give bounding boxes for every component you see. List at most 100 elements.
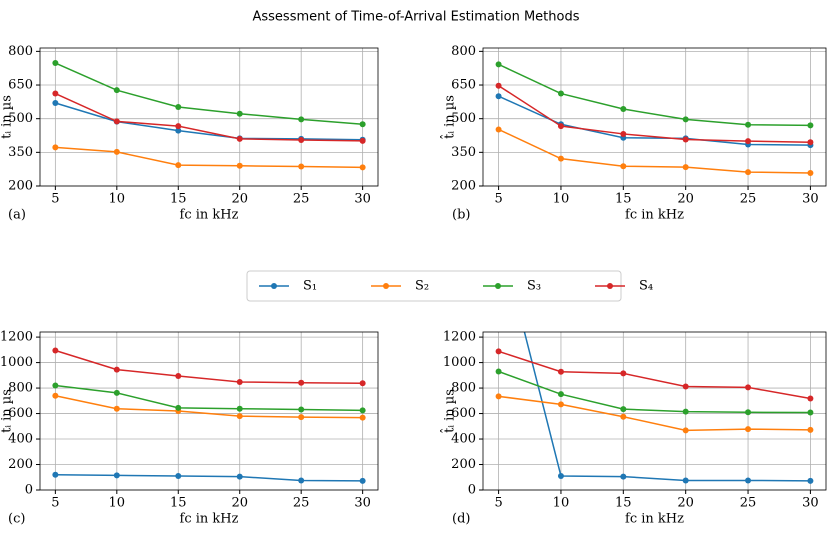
x-tick-label: 10 — [109, 496, 126, 511]
series-line — [523, 332, 811, 482]
data-point — [682, 477, 689, 484]
x-tick-label: 15 — [170, 192, 187, 207]
data-point — [620, 413, 627, 420]
panel-label: (a) — [8, 208, 26, 223]
data-point — [236, 162, 243, 169]
data-point — [557, 391, 564, 398]
data-point — [682, 136, 689, 143]
x-axis-label: fc in kHz — [180, 208, 239, 223]
y-tick-label: 600 — [451, 406, 476, 421]
data-point — [495, 126, 502, 133]
series-line — [55, 102, 363, 141]
y-axis-label: t̂ᵢ in µs — [0, 95, 15, 140]
x-tick-label: 25 — [740, 192, 757, 207]
data-point — [807, 139, 814, 146]
y-tick-label: 1200 — [443, 330, 476, 345]
data-point — [113, 87, 120, 94]
x-axis-label: fc in kHz — [625, 208, 684, 223]
data-point — [113, 118, 120, 125]
data-point — [495, 82, 502, 89]
data-point — [807, 395, 814, 402]
panel-label: (c) — [8, 512, 25, 527]
data-point — [682, 383, 689, 390]
y-tick-label: 0 — [25, 483, 33, 498]
data-point — [495, 348, 502, 355]
data-point — [298, 137, 305, 143]
legend-label: S₃ — [527, 279, 541, 294]
data-point — [298, 406, 305, 413]
x-tick-label: 5 — [51, 192, 59, 207]
figure-title: Assessment of Time-of-Arrival Estimation… — [252, 10, 579, 25]
x-tick-label: 5 — [51, 496, 59, 511]
series-line — [498, 370, 811, 414]
x-axis-label: fc in kHz — [625, 512, 684, 527]
data-point — [682, 427, 689, 434]
data-point — [298, 163, 305, 170]
data-point — [52, 471, 59, 478]
data-point — [557, 368, 564, 375]
data-point — [113, 366, 120, 373]
axes-frame — [39, 331, 379, 491]
plot-area — [495, 61, 814, 176]
data-point — [620, 406, 627, 413]
y-axis-label: t̂ᵢ in µs — [440, 389, 458, 434]
panel-label: (b) — [452, 208, 470, 223]
data-point — [745, 121, 752, 128]
data-point — [495, 61, 502, 68]
series-line — [498, 63, 811, 127]
data-point — [298, 379, 305, 386]
y-tick-label: 800 — [451, 44, 476, 59]
x-axis-label: fc in kHz — [180, 512, 239, 527]
data-point — [52, 382, 59, 389]
y-tick-label: 400 — [451, 432, 476, 447]
data-point — [745, 477, 752, 484]
x-tick-label: 30 — [802, 496, 819, 511]
series-line — [55, 473, 363, 482]
plot-area — [495, 227, 814, 484]
data-point — [496, 227, 502, 233]
y-tick-label: 1000 — [0, 355, 33, 370]
data-point — [175, 127, 182, 134]
data-point — [745, 409, 752, 416]
data-point — [236, 473, 243, 480]
series-line — [498, 350, 811, 400]
series-line — [498, 85, 811, 143]
y-tick-label: 200 — [451, 179, 476, 194]
series-line — [55, 384, 363, 412]
y-tick-label: 600 — [8, 406, 33, 421]
y-tick-label: 0 — [468, 483, 476, 498]
plot-area — [52, 347, 366, 484]
data-point — [807, 409, 814, 416]
data-point — [359, 137, 366, 144]
legend-marker — [383, 283, 389, 289]
data-point — [236, 135, 243, 142]
axes-frame — [39, 47, 379, 187]
data-point — [557, 401, 564, 408]
y-tick-label: 1200 — [0, 330, 33, 345]
data-point — [175, 123, 182, 130]
data-point — [52, 90, 59, 97]
x-tick-label: 30 — [354, 496, 371, 511]
x-tick-label: 10 — [553, 192, 570, 207]
data-point — [620, 370, 627, 377]
data-point — [175, 404, 182, 411]
x-tick-label: 10 — [109, 192, 126, 207]
data-point — [682, 164, 689, 171]
y-tick-label: 800 — [8, 44, 33, 59]
legend-label: S₁ — [303, 279, 317, 294]
series-line — [498, 128, 811, 174]
axes-frame — [482, 331, 827, 491]
data-point — [620, 130, 627, 137]
x-tick-label: 15 — [615, 496, 632, 511]
data-point — [620, 163, 627, 170]
data-point — [745, 426, 752, 433]
data-point — [298, 477, 305, 484]
x-tick-label: 20 — [231, 496, 248, 511]
data-point — [359, 121, 366, 128]
data-point — [557, 472, 564, 479]
series-line — [55, 146, 363, 169]
data-point — [495, 93, 502, 100]
data-point — [807, 169, 814, 176]
y-axis-label: t̂ᵢ in µs — [440, 95, 458, 140]
